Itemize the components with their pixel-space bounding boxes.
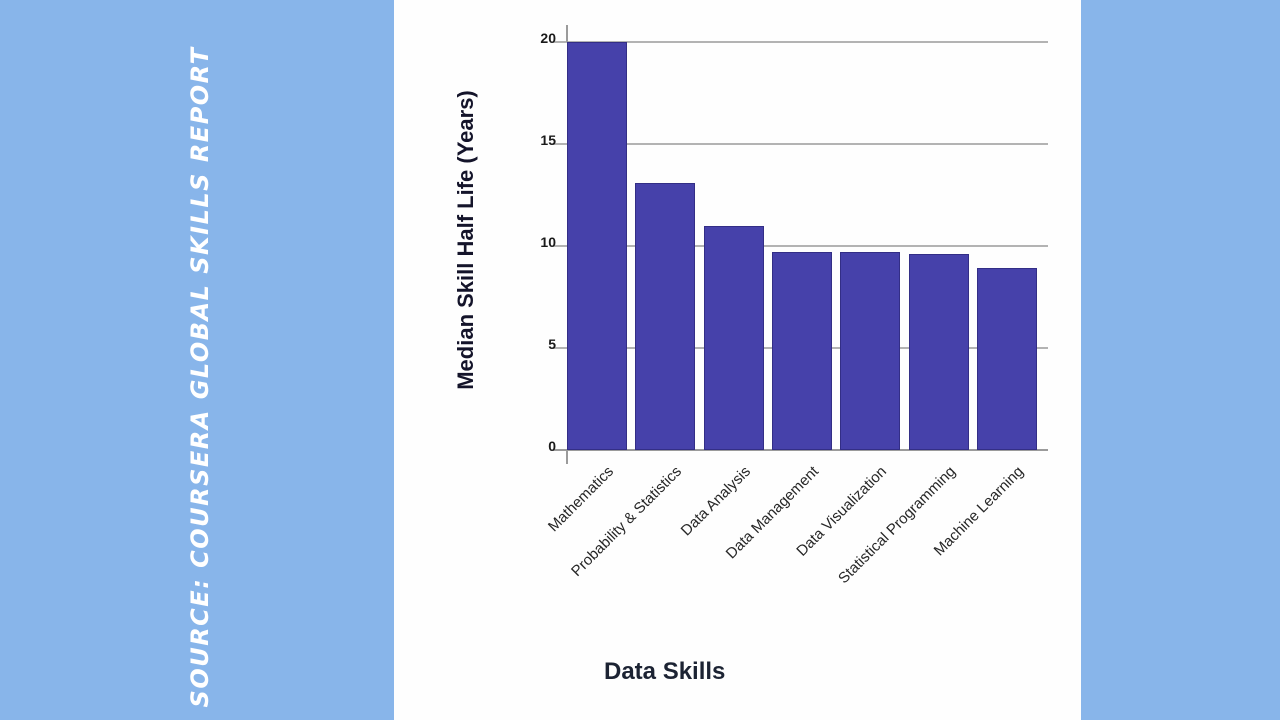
bar-data-visualization <box>840 252 901 450</box>
y-axis-title: Median Skill Half Life (Years) <box>453 90 478 390</box>
bar-data-analysis <box>703 225 764 450</box>
x-axis-origin-tick <box>566 450 568 464</box>
y-tick-label-10: 10 <box>540 234 556 250</box>
y-tick-label-20: 20 <box>540 30 556 46</box>
bar-machine-learning <box>977 268 1037 450</box>
y-tick-label-15: 15 <box>540 132 556 148</box>
y-tick-label-0: 0 <box>548 438 556 454</box>
gridline-0 <box>553 449 1048 451</box>
bar-probability-statistics <box>635 182 696 450</box>
bar-statistical-programming <box>908 254 969 450</box>
x-axis-title: Data Skills <box>604 658 726 685</box>
gridline-20 <box>553 41 1048 43</box>
y-tick-label-5: 5 <box>548 336 556 352</box>
bar-data-management <box>772 252 832 450</box>
source-attribution: SOURCE: COURSERA GLOBAL SKILLS REPORT <box>186 46 214 708</box>
bar-mathematics <box>567 42 627 450</box>
gridline-10 <box>553 245 1048 247</box>
y-axis-top-tick <box>566 25 568 42</box>
gridline-15 <box>553 143 1048 145</box>
